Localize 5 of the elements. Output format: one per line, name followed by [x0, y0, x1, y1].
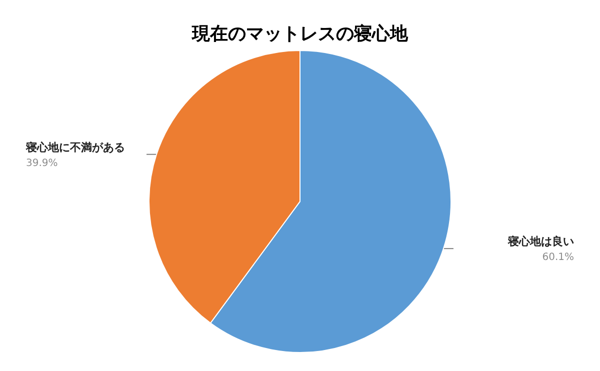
- slice-label: 寝心地に不満がある: [25, 140, 125, 154]
- data-label: 39.9%: [26, 158, 58, 169]
- slice-label: 寝心地は良い: [507, 235, 574, 248]
- data-label: 60.1%: [542, 252, 574, 264]
- chart-title: 現在のマットレスの寝心地: [191, 24, 409, 44]
